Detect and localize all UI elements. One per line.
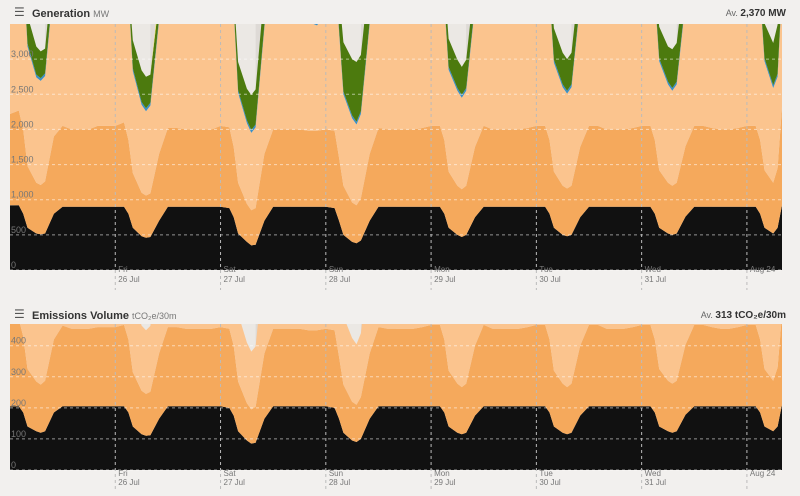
- y-tick-label: 200: [11, 398, 26, 408]
- y-tick-label: 500: [11, 225, 26, 235]
- x-tick-date: 26 Jul: [118, 478, 140, 487]
- generation-series-1-area: [10, 106, 782, 246]
- generation-series-0-area: [10, 205, 782, 270]
- y-tick-label: 1,000: [11, 190, 34, 200]
- emissions-series-0-area: [10, 404, 782, 470]
- x-tick-date: 30 Jul: [539, 275, 561, 284]
- y-tick-label: 0: [11, 260, 16, 270]
- generation-unit: MW: [93, 9, 110, 19]
- emissions-average-value: 313 tCO₂e/30m: [715, 310, 786, 321]
- x-tick-date: 28 Jul: [329, 275, 351, 284]
- emissions-unit: tCO₂e/30m: [132, 311, 177, 321]
- x-tick-date: 29 Jul: [434, 275, 456, 284]
- x-tick-dow: Fri: [118, 469, 128, 478]
- y-tick-label: 2,000: [11, 119, 34, 129]
- x-tick-date: 26 Jul: [118, 275, 140, 284]
- y-tick-label: 1,500: [11, 155, 34, 165]
- emissions-panel: ☰ Emissions Volume tCO₂e/30m Av. 313 tCO₂…: [0, 302, 800, 496]
- emissions-average: Av. 313 tCO₂e/30m: [700, 310, 786, 321]
- x-tick-dow: Mon: [434, 469, 450, 478]
- generation-header: ☰ Generation MW Av. 2,370 MW: [0, 0, 800, 24]
- x-tick-dow: Sun: [329, 265, 343, 274]
- y-tick-label: 400: [11, 336, 26, 346]
- x-tick-dow: Aug 24: [750, 469, 776, 478]
- y-tick-label: 3,000: [11, 49, 34, 59]
- hamburger-menu-icon[interactable]: ☰: [14, 5, 25, 19]
- x-tick-date: 27 Jul: [224, 275, 246, 284]
- emissions-title: Emissions Volume tCO₂e/30m: [32, 310, 177, 322]
- x-tick-dow: Aug 24: [750, 265, 776, 274]
- x-tick-dow: Wed: [645, 469, 661, 478]
- x-tick-date: 31 Jul: [645, 275, 667, 284]
- generation-average-value: 2,370 MW: [740, 8, 786, 19]
- hamburger-menu-icon[interactable]: ☰: [14, 307, 25, 321]
- x-tick-date: 31 Jul: [645, 478, 667, 487]
- y-tick-label: 300: [11, 367, 26, 377]
- x-tick-date: 30 Jul: [539, 478, 561, 487]
- generation-average: Av. 2,370 MW: [725, 8, 786, 19]
- generation-title: Generation MW: [32, 8, 110, 20]
- x-tick-dow: Sat: [224, 469, 237, 478]
- x-tick-dow: Tue: [539, 265, 553, 274]
- x-tick-date: 28 Jul: [329, 478, 351, 487]
- generation-panel: ☰ Generation MW Av. 2,370 MW 0 500 1,000 1,5…: [0, 0, 800, 296]
- emissions-header: ☰ Emissions Volume tCO₂e/30m Av. 313 tCO₂…: [0, 302, 800, 326]
- x-tick-dow: Mon: [434, 265, 450, 274]
- y-tick-label: 0: [11, 460, 16, 470]
- x-tick-dow: Fri: [118, 265, 128, 274]
- x-tick-dow: Wed: [645, 265, 661, 274]
- x-tick-dow: Tue: [539, 469, 553, 478]
- x-tick-dow: Sat: [224, 265, 237, 274]
- y-tick-label: 2,500: [11, 84, 34, 94]
- x-tick-dow: Sun: [329, 469, 343, 478]
- generation-series-2-area: [10, 24, 782, 211]
- y-tick-label: 100: [11, 429, 26, 439]
- x-tick-date: 27 Jul: [224, 478, 246, 487]
- x-tick-date: 29 Jul: [434, 478, 456, 487]
- emissions-series-1-area: [10, 324, 782, 444]
